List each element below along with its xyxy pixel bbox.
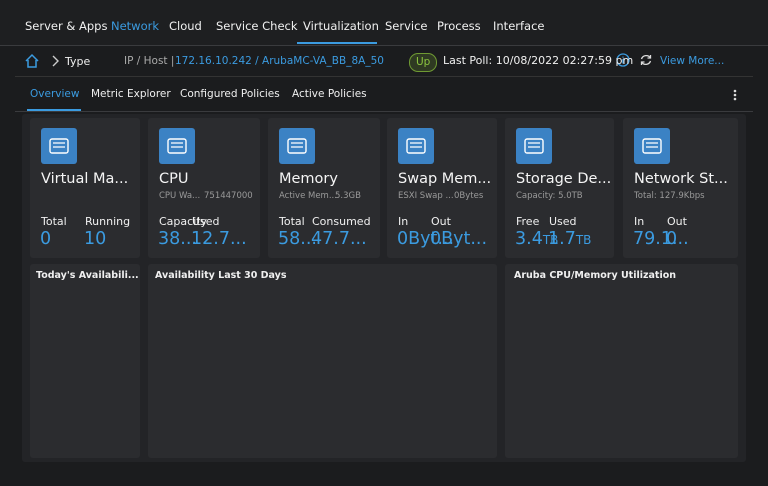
card-label: Free — [516, 215, 540, 228]
nav-tab[interactable]: Cloud — [169, 19, 202, 33]
card-subtitle: Total: 127.9Kbps — [634, 191, 705, 201]
metric-card: Storage De... Capacity: 5.0TB Free Used 3.4T… — [505, 118, 614, 258]
metric-card: Memory Active Mem... 5.3GB Total Consumed 58.… — [268, 118, 380, 258]
metric-card: Network St... Total: 127.9Kbps In Out 79.1..… — [623, 118, 738, 258]
metric-card: CPU CPU Wa... 751447000 Capacity Used 38... 12… — [148, 118, 260, 258]
card-subtitle: CPU Wa... — [159, 191, 201, 201]
card-subtitle: Capacity: 5.0TB — [516, 191, 583, 201]
breadcrumb-bar — [15, 46, 753, 77]
subtab-active-underline — [27, 109, 81, 111]
card-unit: TB — [542, 233, 559, 247]
card-value: 3.4TB — [515, 229, 559, 249]
card-icon — [398, 128, 434, 164]
card-value: 0 — [40, 229, 52, 249]
subtab-bar — [15, 80, 753, 112]
card-label: In — [634, 215, 645, 228]
card-label: Total — [41, 215, 67, 228]
card-value: 10 — [84, 229, 107, 249]
card-subvalue: 5.3GB — [335, 191, 361, 201]
card-icon — [634, 128, 670, 164]
card-label: Running — [85, 215, 131, 228]
card-icon-glyph — [524, 138, 544, 154]
card-title: Network St... — [634, 171, 728, 187]
card-value: 58... — [278, 229, 317, 249]
metric-card: Virtual Ma... Total Running 0 10 — [30, 118, 140, 258]
card-value: 0 — [666, 229, 678, 249]
card-label: Total — [279, 215, 305, 228]
host-link[interactable]: 172.16.10.242 / ArubaMC-VA_BB_8A_50 — [175, 55, 384, 67]
card-label: In — [398, 215, 409, 228]
card-label: Used — [549, 215, 577, 228]
nav-tab[interactable]: Server & Apps — [25, 19, 108, 33]
chart-panel — [505, 264, 738, 458]
panel-title: Aruba CPU/Memory Utilization — [514, 270, 676, 281]
card-icon-glyph — [167, 138, 187, 154]
card-label: Consumed — [312, 215, 371, 228]
nav-tab[interactable]: Network — [111, 19, 160, 33]
kebab-menu[interactable] — [731, 88, 739, 102]
card-subtitle: ESXI Swap ... — [398, 191, 454, 201]
card-label: Out — [431, 215, 451, 228]
card-subvalue: 751447000 — [204, 191, 253, 201]
card-title: Storage De... — [516, 171, 612, 187]
status-badge: Up — [409, 53, 438, 72]
card-icon — [516, 128, 552, 164]
card-value: 38... — [158, 229, 197, 249]
card-value: 0Byt... — [430, 229, 488, 249]
card-value: 1.7TB — [548, 229, 592, 249]
card-label: Used — [192, 215, 220, 228]
card-title: Virtual Ma... — [41, 171, 129, 187]
card-value: 47.7... — [311, 229, 367, 249]
subtab[interactable]: Configured Policies — [180, 88, 280, 100]
card-value: 79.1... — [633, 229, 689, 249]
chart-panel — [30, 264, 140, 458]
panel-title: Availability Last 30 Days — [155, 270, 287, 281]
info-icon[interactable] — [616, 53, 630, 67]
card-unit: TB — [575, 233, 592, 247]
subtab[interactable]: Overview — [30, 88, 80, 100]
panel-title: Today's Availabili... — [36, 270, 139, 281]
card-icon — [41, 128, 77, 164]
metric-card: Swap Mem... ESXI Swap ... 0Bytes In Out 0Byt.… — [387, 118, 497, 258]
nav-tab[interactable]: Process — [437, 19, 481, 33]
nav-active-underline — [297, 42, 377, 44]
card-value: 12.7... — [191, 229, 247, 249]
card-subvalue: 0Bytes — [454, 191, 484, 201]
card-label: Capacity — [159, 215, 208, 228]
card-icon-glyph — [49, 138, 69, 154]
subtab[interactable]: Active Policies — [292, 88, 367, 100]
card-icon — [159, 128, 195, 164]
card-value: 0Byt... — [397, 229, 455, 249]
breadcrumb-type: Type — [65, 55, 91, 68]
card-label: Out — [667, 215, 687, 228]
top-nav — [0, 0, 768, 46]
card-subtitle: Active Mem... — [279, 191, 337, 201]
nav-tab[interactable]: Virtualization — [303, 19, 379, 33]
subtab[interactable]: Metric Explorer — [91, 88, 171, 100]
card-icon — [279, 128, 315, 164]
card-icon-glyph — [287, 138, 307, 154]
chevron-icon — [52, 55, 59, 67]
refresh-icon[interactable] — [639, 53, 653, 67]
chart-panel — [148, 264, 497, 458]
nav-tab[interactable]: Service — [385, 19, 428, 33]
ip-label: IP / Host | — [124, 55, 175, 67]
card-icon-glyph — [406, 138, 426, 154]
card-title: CPU — [159, 171, 189, 187]
nav-tab[interactable]: Service Check — [216, 19, 298, 33]
home-icon[interactable] — [24, 53, 40, 69]
last-poll: Last Poll: 10/08/2022 02:27:59 pm — [443, 54, 634, 67]
card-title: Swap Mem... — [398, 171, 492, 187]
card-icon-glyph — [642, 138, 662, 154]
card-title: Memory — [279, 171, 338, 187]
nav-tab[interactable]: Interface — [493, 19, 545, 33]
view-more[interactable]: View More... — [660, 55, 725, 67]
